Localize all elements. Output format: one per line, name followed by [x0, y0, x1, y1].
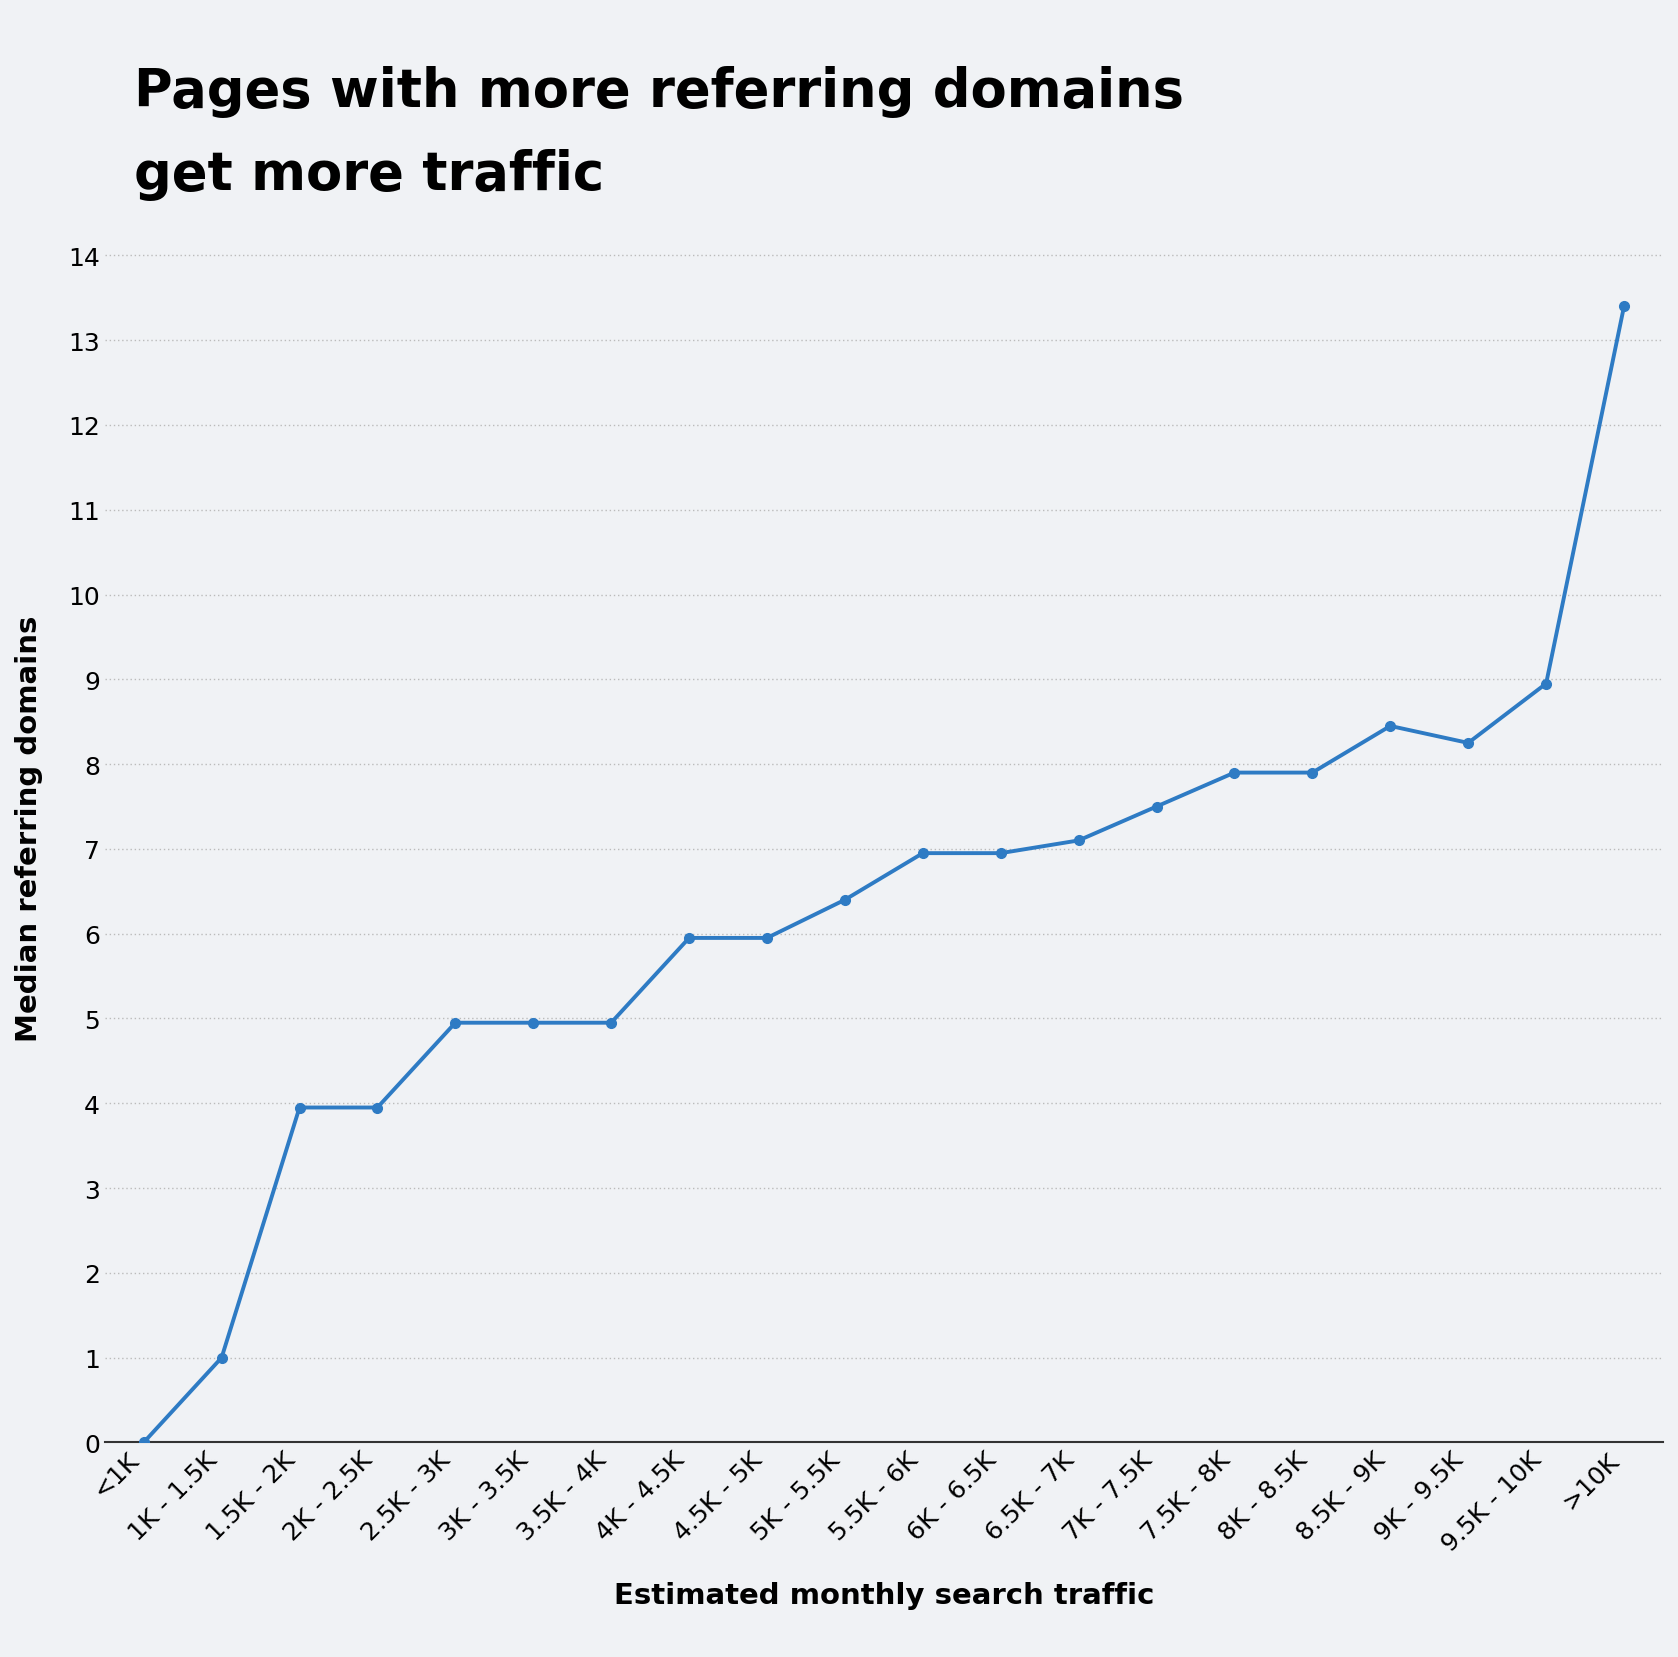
X-axis label: Estimated monthly search traffic: Estimated monthly search traffic [614, 1581, 1154, 1609]
Text: Pages with more referring domains: Pages with more referring domains [134, 66, 1185, 118]
Text: get more traffic: get more traffic [134, 149, 604, 200]
Y-axis label: Median referring domains: Median referring domains [15, 615, 44, 1041]
